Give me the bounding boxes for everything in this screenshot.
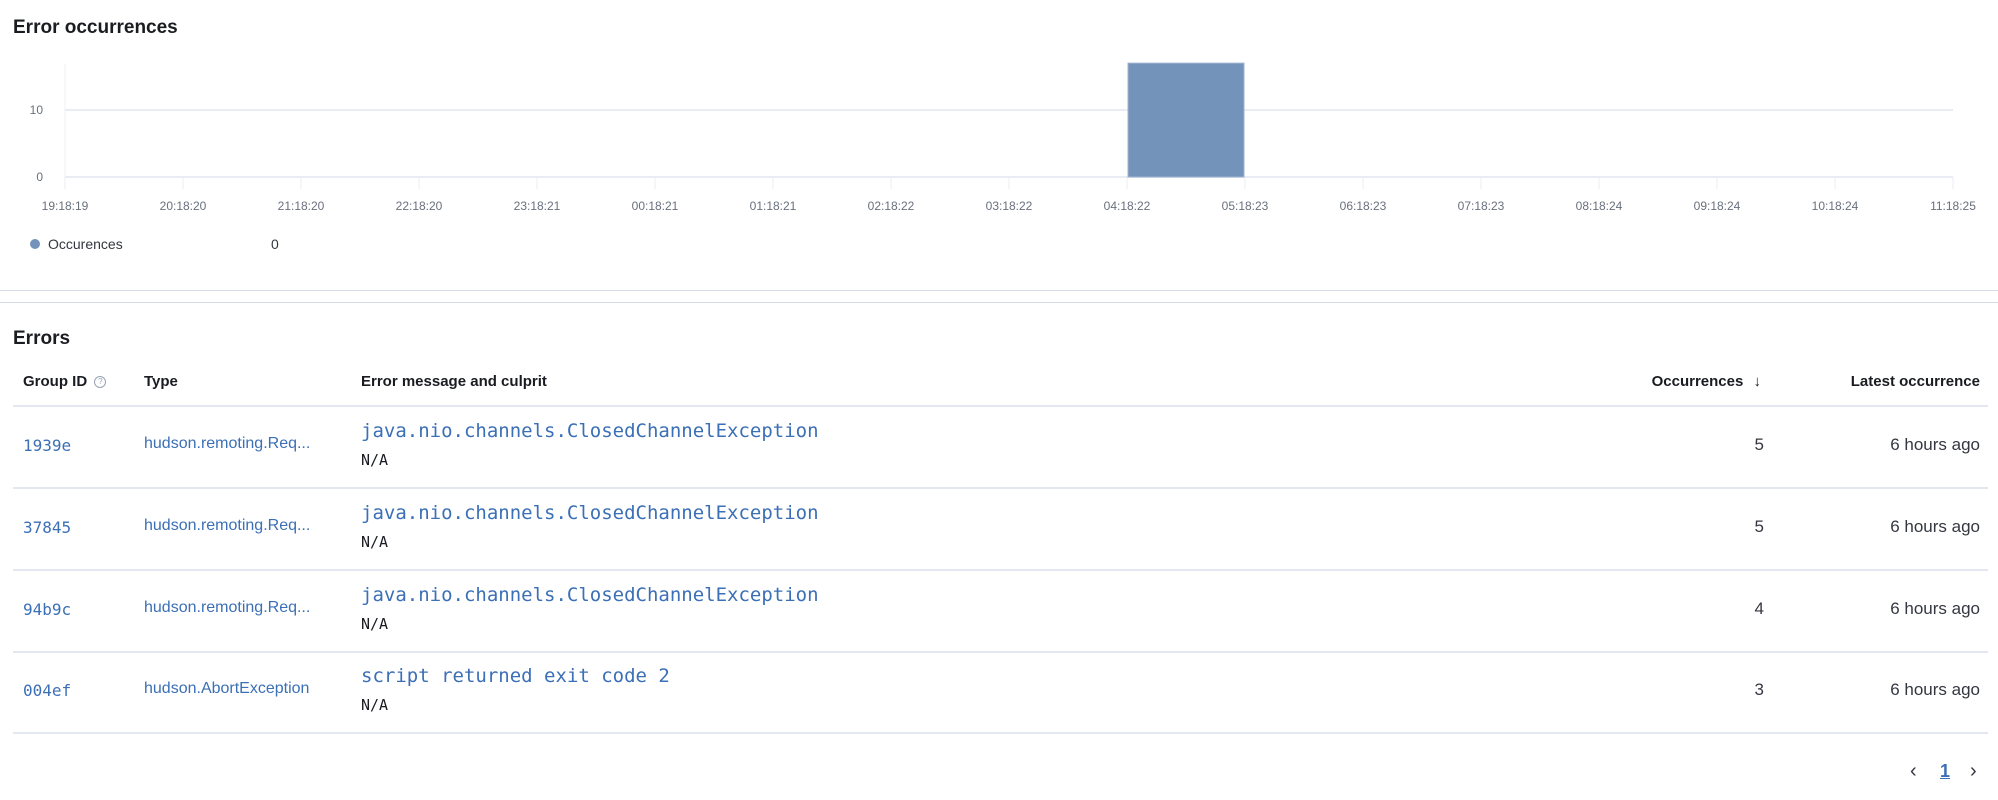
column-header-group-id[interactable]: Group ID ?: [23, 373, 107, 390]
x-tick-label: 05:18:23: [1222, 199, 1269, 213]
column-header-occurrences[interactable]: Occurrences ↓: [1652, 373, 1761, 390]
latest-occurrence: 6 hours ago: [1890, 517, 1980, 536]
x-tick-label: 20:18:20: [160, 199, 207, 213]
occurrences-count: 5: [1754, 435, 1764, 454]
x-tick-label: 19:18:19: [42, 199, 89, 213]
y-tick-label: 10: [30, 103, 44, 117]
x-tick-label: 07:18:23: [1458, 199, 1505, 213]
occurrences-count: 5: [1754, 517, 1764, 536]
culprit-text: N/A: [361, 696, 389, 714]
panel-divider: [0, 302, 1998, 303]
group-id-link[interactable]: 1939e: [23, 436, 72, 455]
header-divider: [13, 405, 1988, 407]
x-tick-label: 21:18:20: [278, 199, 325, 213]
table-row: 1939e hudson.remoting.Req... java.nio.chan…: [13, 406, 1988, 489]
column-header-message[interactable]: Error message and culprit: [361, 373, 547, 390]
group-id-link[interactable]: 004ef: [23, 681, 72, 700]
x-tick-label: 22:18:20: [396, 199, 443, 213]
chart-legend[interactable]: Occurences 0: [30, 236, 279, 252]
x-tick-label: 10:18:24: [1812, 199, 1859, 213]
error-occurrences-title: Error occurrences: [13, 17, 178, 38]
error-message-link[interactable]: java.nio.channels.ClosedChannelException: [361, 420, 819, 442]
error-type-link[interactable]: hudson.remoting.Req...: [144, 435, 311, 452]
occurrences-count: 4: [1754, 599, 1764, 618]
group-id-link[interactable]: 37845: [23, 518, 72, 537]
culprit-text: N/A: [361, 451, 389, 469]
group-id-link[interactable]: 94b9c: [23, 600, 72, 619]
x-tick-label: 23:18:21: [514, 199, 561, 213]
error-type-link[interactable]: hudson.remoting.Req...: [144, 517, 311, 534]
x-tick-label: 08:18:24: [1576, 199, 1623, 213]
x-tick-label: 03:18:22: [986, 199, 1033, 213]
help-icon[interactable]: ?: [94, 376, 107, 388]
previous-page-button[interactable]: ‹: [1910, 760, 1917, 782]
error-message-link[interactable]: java.nio.channels.ClosedChannelException: [361, 584, 819, 606]
occurrences-count: 3: [1754, 680, 1764, 699]
latest-occurrence: 6 hours ago: [1890, 680, 1980, 699]
table-row: 004ef hudson.AbortException script returne…: [13, 651, 1988, 734]
error-type-link[interactable]: hudson.AbortException: [144, 680, 310, 697]
column-label: Occurrences: [1651, 373, 1744, 390]
legend-value: 0: [271, 236, 279, 252]
column-label: Group ID: [23, 373, 88, 390]
panel-divider: [0, 290, 1998, 291]
page-1-button[interactable]: 1: [1940, 761, 1951, 781]
culprit-text: N/A: [361, 533, 389, 551]
error-message-link[interactable]: script returned exit code 2: [361, 665, 670, 687]
legend-label: Occurences: [48, 236, 123, 252]
x-tick-label: 04:18:22: [1104, 199, 1151, 213]
x-tick-label: 06:18:23: [1340, 199, 1387, 213]
table-row: 94b9c hudson.remoting.Req... java.nio.chan…: [13, 570, 1988, 653]
latest-occurrence: 6 hours ago: [1890, 435, 1980, 454]
error-message-link[interactable]: java.nio.channels.ClosedChannelException: [361, 502, 819, 524]
legend-dot-icon: [30, 239, 40, 249]
x-tick-label: 00:18:21: [632, 199, 679, 213]
bar: [1127, 62, 1245, 178]
error-occurrences-chart: 0 10 19:18:19 20:18:20 21:18:20 22:18:20 23:18…: [30, 62, 1976, 213]
culprit-text: N/A: [361, 615, 389, 633]
x-tick-label: 09:18:24: [1694, 199, 1741, 213]
column-header-type[interactable]: Type: [144, 373, 178, 390]
column-header-latest-occurrence[interactable]: Latest occurrence: [1850, 373, 1980, 390]
latest-occurrence: 6 hours ago: [1890, 599, 1980, 618]
error-type-link[interactable]: hudson.remoting.Req...: [144, 599, 311, 616]
errors-title: Errors: [13, 328, 71, 349]
x-tick-label: 02:18:22: [868, 199, 915, 213]
table-row: 37845 hudson.remoting.Req... java.nio.chan…: [13, 488, 1988, 571]
sort-descending-icon: ↓: [1753, 373, 1762, 390]
x-tick-label: 11:18:25: [1930, 199, 1976, 213]
next-page-button[interactable]: ›: [1970, 760, 1977, 782]
x-tick-label: 01:18:21: [750, 199, 797, 213]
y-tick-label: 0: [36, 170, 43, 184]
